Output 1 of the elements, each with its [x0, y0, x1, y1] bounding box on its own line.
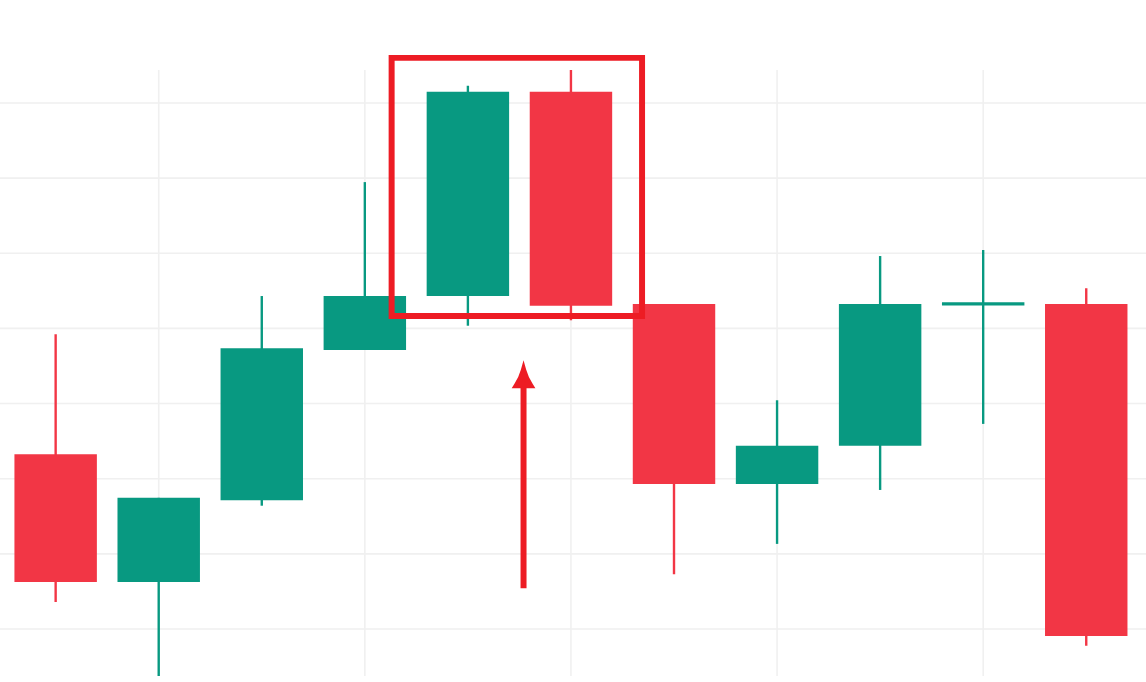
candlestick — [940, 248, 1027, 426]
